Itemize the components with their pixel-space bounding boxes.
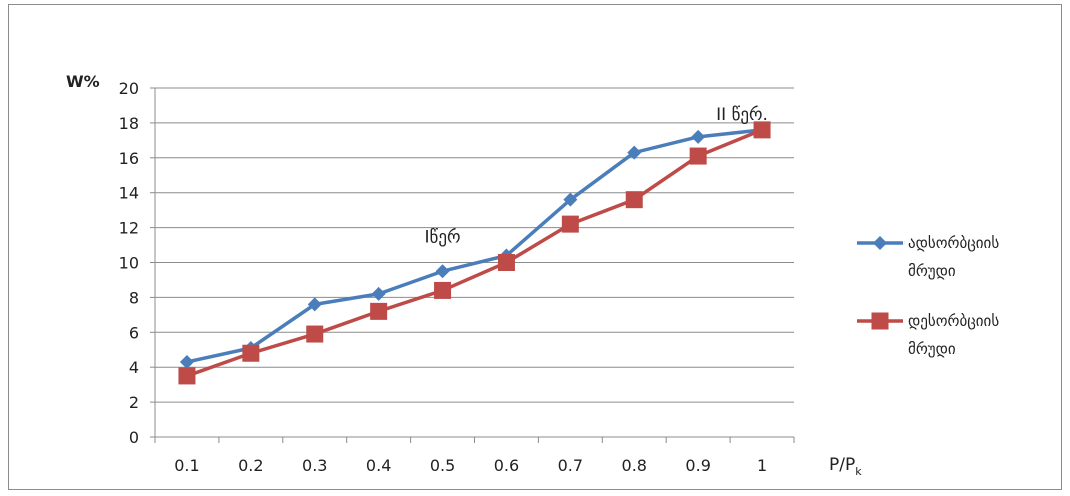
x-tick-label-1: 1 bbox=[757, 456, 767, 475]
series-2-point-1 bbox=[753, 121, 771, 139]
series-1-line bbox=[186, 128, 763, 364]
legend-label-1-line2: მრუდი bbox=[908, 262, 956, 280]
legend-marker-1 bbox=[873, 236, 887, 250]
x-axis-title-main: P/P bbox=[829, 455, 855, 475]
series-2-point-0.3 bbox=[306, 325, 324, 343]
series-1-point-0.3 bbox=[307, 297, 322, 312]
series-1-point-0.1 bbox=[179, 354, 194, 369]
series-2-line bbox=[186, 128, 763, 378]
x-tick-label-0.6: 0.6 bbox=[494, 456, 519, 475]
legend-entry-2: დესორბციის მრუდი bbox=[857, 312, 999, 358]
series-layer bbox=[178, 121, 771, 385]
series-2-point-0.9 bbox=[689, 147, 707, 165]
series-1-point-0.4 bbox=[371, 286, 386, 301]
y-tick-label-18: 18 bbox=[119, 114, 139, 133]
x-tick-label-0.7: 0.7 bbox=[558, 456, 583, 475]
y-tick-label-6: 6 bbox=[129, 323, 139, 342]
series-2-point-0.5 bbox=[434, 281, 452, 299]
series-2-point-0.1 bbox=[178, 367, 196, 385]
series-2-point-0.2 bbox=[242, 344, 260, 362]
y-tick-label-20: 20 bbox=[119, 79, 139, 98]
y-tick-label-0: 0 bbox=[129, 428, 139, 447]
gridlines bbox=[155, 87, 794, 403]
legend-marker-2 bbox=[871, 312, 889, 330]
series-2-point-0.4 bbox=[370, 302, 388, 320]
legend: ადსორბციის მრუდი დესორბციის მრუდი bbox=[857, 234, 999, 358]
series-1-point-0.7 bbox=[563, 192, 578, 207]
legend-entry-1: ადსორბციის მრუდი bbox=[857, 234, 999, 280]
legend-label-2-line1: დესორბციის bbox=[908, 312, 999, 330]
y-axis-title: W% bbox=[66, 72, 100, 91]
series-1-point-0.8 bbox=[627, 145, 642, 160]
x-tick-label-0.4: 0.4 bbox=[366, 456, 391, 475]
x-tick-label-0.5: 0.5 bbox=[430, 456, 455, 475]
y-tick-label-14: 14 bbox=[119, 184, 139, 203]
annotation-2: II წერ. bbox=[716, 105, 768, 125]
y-tick-label-4: 4 bbox=[129, 358, 139, 377]
x-tick-label-0.3: 0.3 bbox=[302, 456, 327, 475]
y-tick-label-16: 16 bbox=[119, 149, 139, 168]
x-tick-label-0.2: 0.2 bbox=[238, 456, 263, 475]
series-1-point-0.9 bbox=[691, 129, 706, 144]
x-axis-title-subscript: k bbox=[855, 465, 862, 478]
x-axis-title: P/Pk bbox=[829, 455, 862, 478]
y-tick-label-8: 8 bbox=[129, 288, 139, 307]
x-tick-label-0.1: 0.1 bbox=[174, 456, 199, 475]
annotation-1: Iწერ bbox=[425, 227, 461, 247]
series-2-point-0.8 bbox=[625, 191, 643, 209]
series-2-point-0.7 bbox=[561, 215, 579, 233]
series-1-point-0.5 bbox=[435, 264, 450, 279]
series-2-point-0.6 bbox=[497, 254, 515, 271]
axes bbox=[150, 87, 795, 443]
series-2 bbox=[178, 121, 771, 385]
x-tick-label-0.9: 0.9 bbox=[685, 456, 710, 475]
labels: 0 2 4 6 8 10 12 14 16 18 20 0.1 0.2 0.3 0.4 0.5 0.6 0.7 0.… bbox=[66, 72, 862, 478]
legend-label-1-line1: ადსორბციის bbox=[908, 234, 999, 252]
y-tick-label-2: 2 bbox=[129, 393, 139, 412]
x-tick-label-0.8: 0.8 bbox=[622, 456, 647, 475]
legend-label-2-line2: მრუდი bbox=[908, 340, 956, 358]
y-tick-label-10: 10 bbox=[119, 254, 139, 273]
y-tick-label-12: 12 bbox=[119, 219, 139, 238]
